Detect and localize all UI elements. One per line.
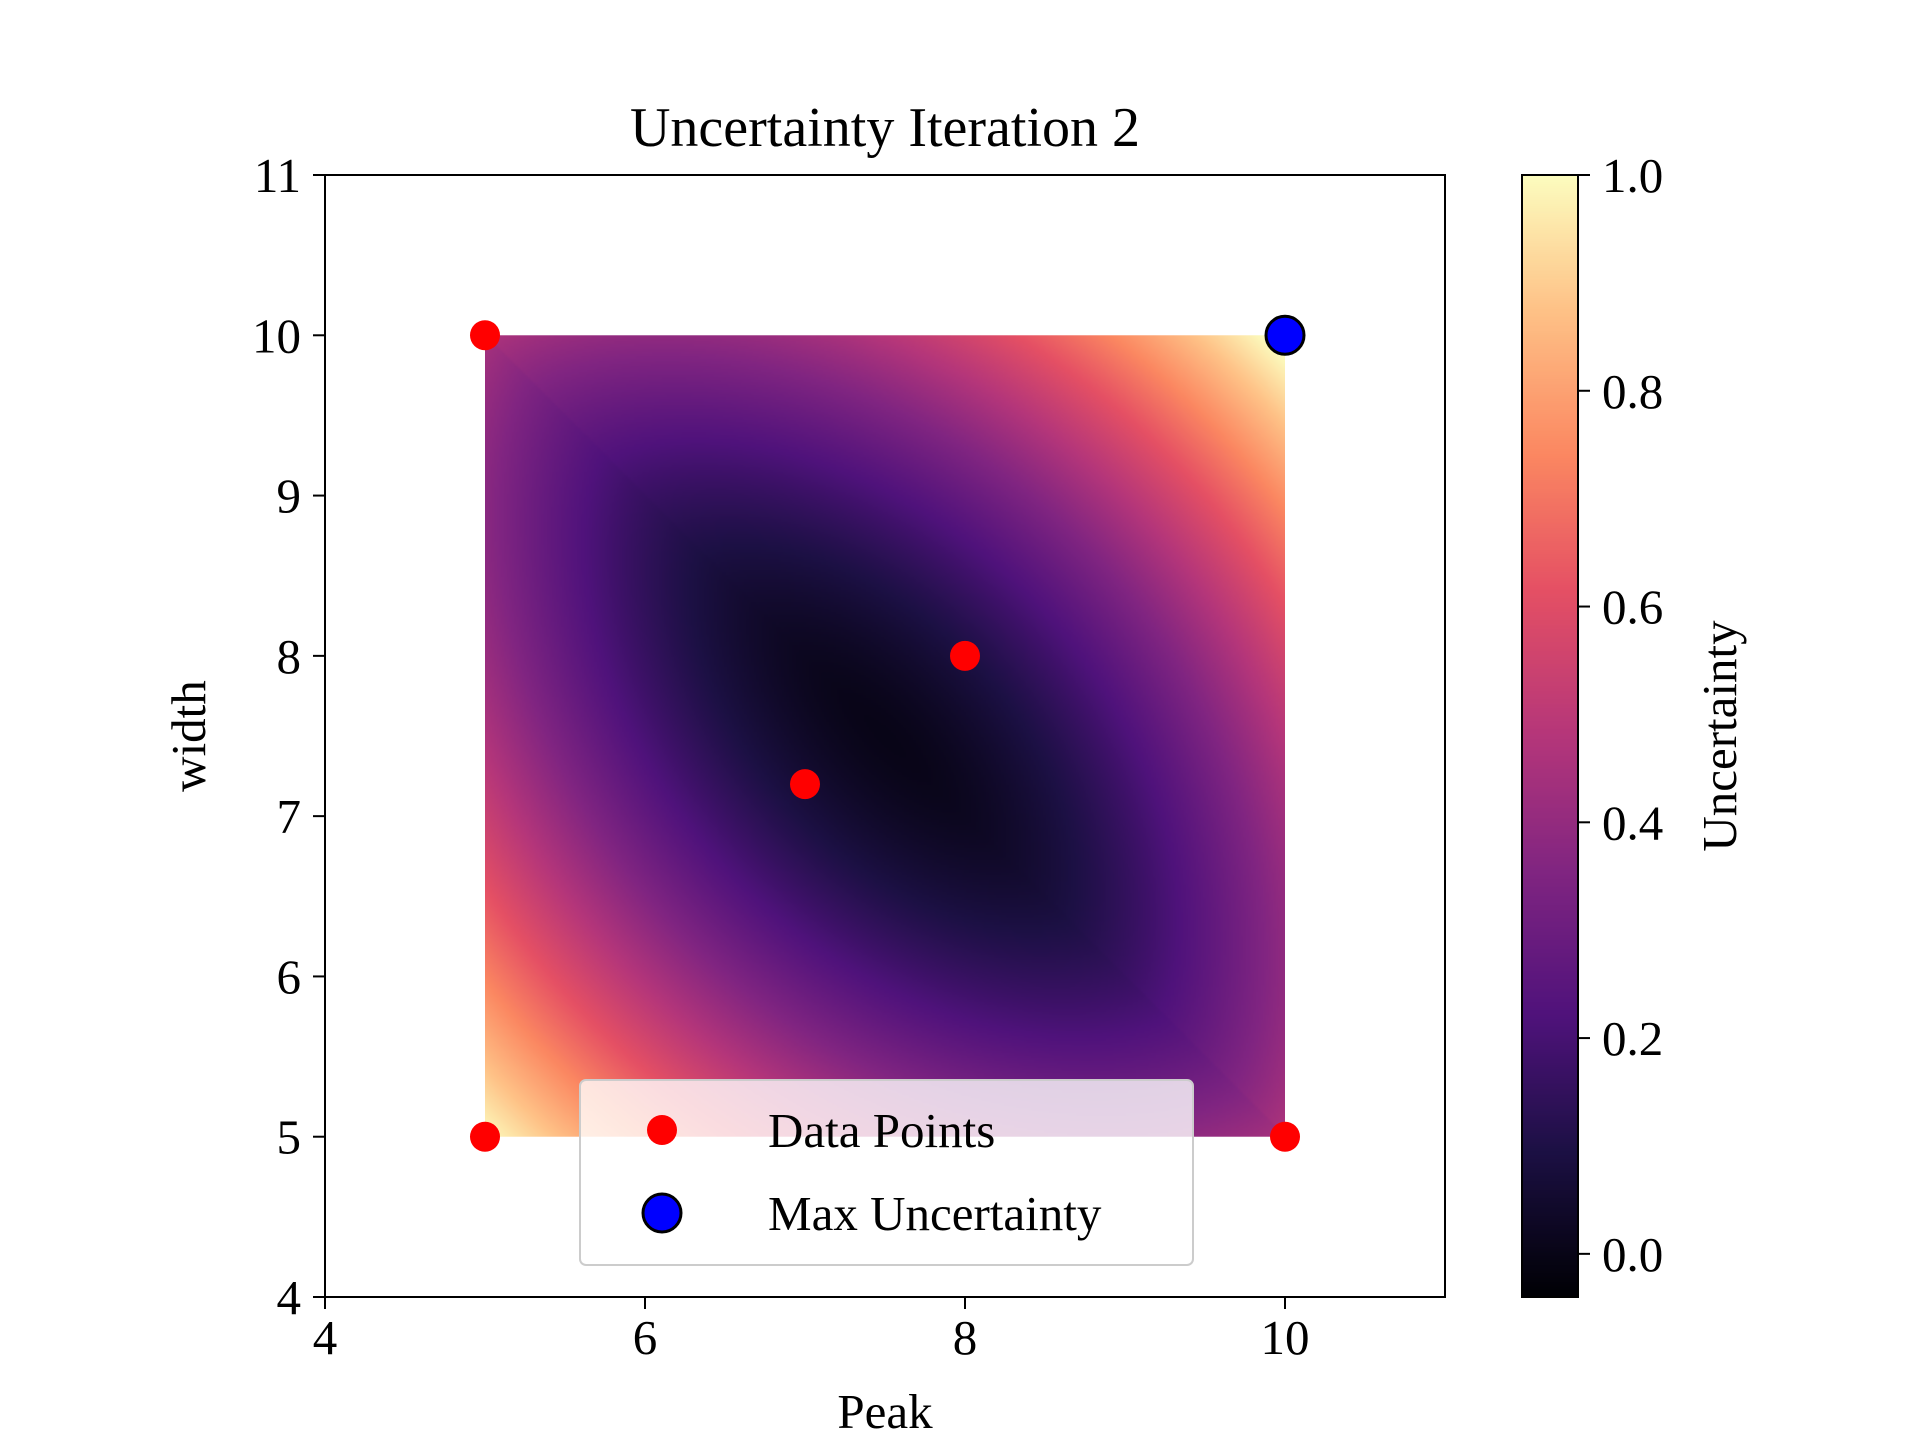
- y-tick-label: 6: [277, 949, 302, 1004]
- legend-marker-max-uncertainty: [641, 1192, 683, 1234]
- y-tick-label: 9: [277, 469, 302, 524]
- x-tick-label: 6: [633, 1310, 658, 1365]
- colorbar-label: Uncertainty: [1692, 620, 1747, 852]
- data-point: [470, 320, 500, 351]
- chart-title: Uncertainty Iteration 2: [630, 97, 1140, 159]
- x-tick-label: 10: [1261, 1310, 1310, 1365]
- colorbar-tick-label: 0.6: [1602, 580, 1663, 635]
- x-axis-ticks: 4 6 8 10: [313, 1297, 1310, 1365]
- y-tick-label: 11: [254, 148, 301, 203]
- legend-label-max-uncertainty: Max Uncertainty: [768, 1186, 1102, 1241]
- colorbar-tick-label: 0.2: [1602, 1011, 1663, 1066]
- colorbar-frame: [1521, 174, 1579, 1298]
- colorbar-gradient: [1522, 175, 1578, 1297]
- scatter-layer: [470, 314, 1306, 1152]
- colorbar-tick-label: 0.0: [1602, 1227, 1663, 1282]
- axes-frame: [324, 174, 1446, 1298]
- colorbar-tick-label: 0.8: [1602, 364, 1663, 419]
- legend: Data Points Max Uncertainty: [579, 1079, 1194, 1266]
- y-tick-label: 8: [277, 629, 302, 684]
- data-point: [470, 1121, 500, 1152]
- uncertainty-heatmap: [485, 335, 1285, 1137]
- plot-area: 4 6 8 10 4 5 6 7 8 9 10 11 Data Points Max Uncerta…: [252, 148, 1446, 1365]
- y-tick-label: 10: [252, 308, 301, 363]
- y-tick-label: 4: [277, 1270, 302, 1325]
- colorbar-ticks: 0.0 0.2 0.4 0.6 0.8 1.0: [1578, 148, 1663, 1282]
- data-point: [790, 769, 820, 800]
- legend-marker-data-points: [647, 1115, 677, 1145]
- colorbar-tick-label: 1.0: [1602, 148, 1663, 203]
- data-point: [1270, 1121, 1300, 1152]
- colorbar: 0.0 0.2 0.4 0.6 0.8 1.0 Uncertainty: [1521, 148, 1747, 1298]
- legend-box: [579, 1079, 1194, 1266]
- colorbar-tick-label: 0.4: [1602, 795, 1663, 850]
- max-uncertainty-point: [1264, 314, 1306, 356]
- data-point: [950, 640, 980, 671]
- x-tick-label: 4: [313, 1310, 338, 1365]
- x-tick-label: 8: [953, 1310, 978, 1365]
- legend-label-data-points: Data Points: [768, 1103, 995, 1158]
- y-axis-label: width: [161, 680, 216, 792]
- y-axis-ticks: 4 5 6 7 8 9 10 11: [252, 148, 325, 1325]
- y-tick-label: 7: [277, 789, 302, 844]
- x-axis-label: Peak: [837, 1384, 933, 1439]
- y-tick-label: 5: [277, 1110, 302, 1165]
